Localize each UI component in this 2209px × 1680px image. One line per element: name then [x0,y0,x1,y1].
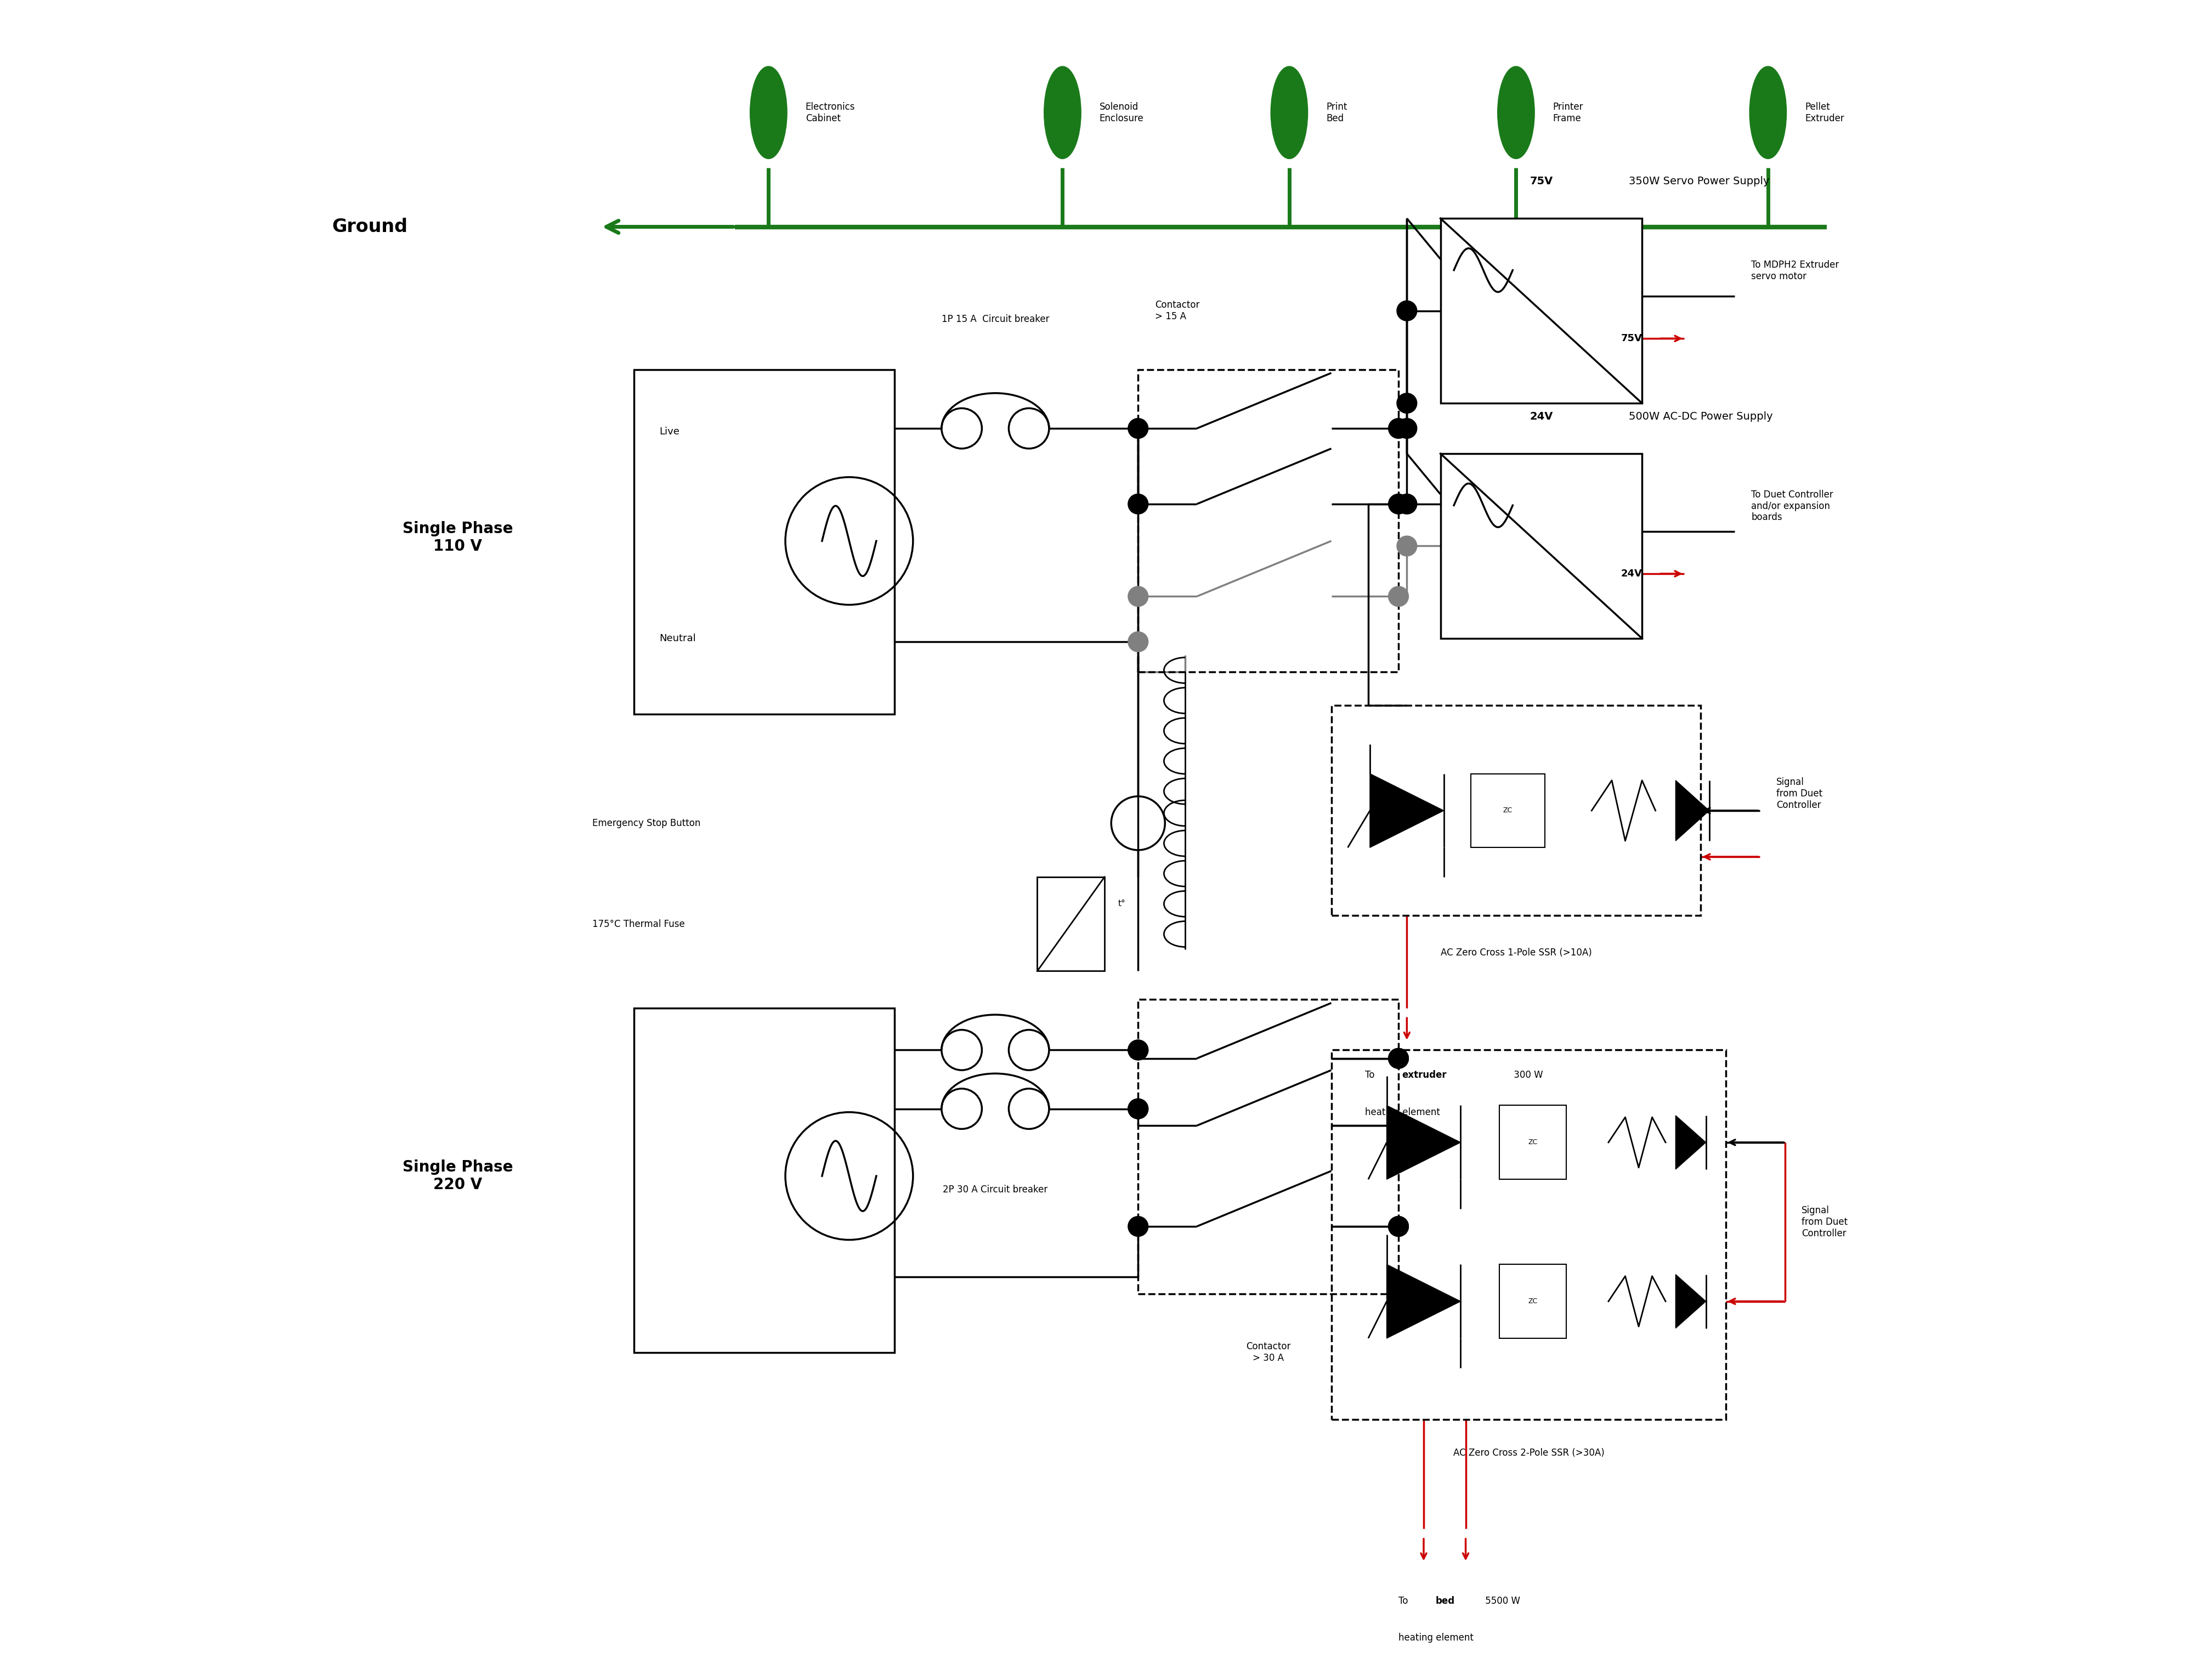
Circle shape [1389,586,1409,606]
Bar [1440,454,1641,638]
Bar [1440,218,1641,403]
Text: 75V: 75V [1529,176,1553,186]
Text: Electronics
Cabinet: Electronics Cabinet [806,102,855,123]
Text: Pellet
Extruder: Pellet Extruder [1805,102,1845,123]
Polygon shape [1370,773,1445,847]
Text: extruder: extruder [1403,1070,1447,1080]
Ellipse shape [1270,66,1308,160]
Text: ZC: ZC [1502,806,1513,815]
Text: 350W Servo Power Supply: 350W Servo Power Supply [1628,176,1769,186]
Text: To: To [1398,1596,1412,1606]
Text: heating element: heating element [1365,1107,1440,1117]
Text: Ground: Ground [331,218,406,235]
Text: Printer
Frame: Printer Frame [1553,102,1584,123]
Text: 300 W: 300 W [1511,1070,1544,1080]
Circle shape [1389,494,1409,514]
Text: AC Zero Cross 1-Pole SSR (>10A): AC Zero Cross 1-Pole SSR (>10A) [1440,948,1593,958]
Circle shape [1389,1116,1409,1136]
Bar [1138,1000,1398,1294]
Text: 1P 15 A  Circuit breaker: 1P 15 A Circuit breaker [941,314,1049,324]
Text: 75V: 75V [1621,334,1641,343]
Ellipse shape [751,66,786,160]
Circle shape [1129,1216,1149,1236]
Text: 175°C Thermal Fuse: 175°C Thermal Fuse [592,919,685,929]
Circle shape [1389,1116,1409,1136]
Circle shape [1396,393,1416,413]
Text: ZC: ZC [1529,1297,1537,1305]
Circle shape [1129,1099,1149,1119]
Circle shape [1389,1216,1409,1236]
Circle shape [1389,1048,1409,1068]
Text: To: To [1365,1070,1378,1080]
Circle shape [1129,586,1149,606]
Ellipse shape [1750,66,1787,160]
Text: Single Phase
220 V: Single Phase 220 V [402,1159,512,1193]
Text: t°: t° [1118,900,1124,907]
Text: 2P 30 A Circuit breaker: 2P 30 A Circuit breaker [943,1184,1047,1194]
Polygon shape [1387,1105,1460,1179]
Text: Single Phase
110 V: Single Phase 110 V [402,521,512,554]
Polygon shape [1677,780,1710,840]
Bar [1471,773,1544,847]
Text: Live: Live [658,427,680,437]
Circle shape [1129,494,1149,514]
Text: Print
Bed: Print Bed [1325,102,1347,123]
Text: ZC: ZC [1529,1139,1537,1146]
Text: To MDPH2 Extruder
servo motor: To MDPH2 Extruder servo motor [1752,260,1840,282]
Ellipse shape [1045,66,1080,160]
Circle shape [1396,418,1416,438]
Circle shape [1129,1099,1149,1119]
Bar [1332,1050,1725,1420]
Text: Contactor
> 30 A: Contactor > 30 A [1246,1342,1290,1362]
Text: To Duet Controller
and/or expansion
boards: To Duet Controller and/or expansion boar… [1752,489,1833,522]
Ellipse shape [1498,66,1535,160]
Text: Signal
from Duet
Controller: Signal from Duet Controller [1803,1206,1847,1238]
Circle shape [1396,536,1416,556]
Circle shape [1129,418,1149,438]
Bar [634,370,895,714]
Circle shape [1396,301,1416,321]
Text: Signal
from Duet
Controller: Signal from Duet Controller [1776,778,1822,810]
Bar [634,1008,895,1352]
Text: 500W AC-DC Power Supply: 500W AC-DC Power Supply [1628,412,1772,422]
Text: 24V: 24V [1621,570,1641,578]
Polygon shape [1677,1275,1705,1329]
Bar [1500,1105,1566,1179]
Bar [1500,1265,1566,1339]
Text: Contactor
> 15 A: Contactor > 15 A [1155,301,1199,321]
Circle shape [1129,1040,1149,1060]
Circle shape [1396,494,1416,514]
Text: AC Zero Cross 2-Pole SSR (>30A): AC Zero Cross 2-Pole SSR (>30A) [1454,1448,1604,1458]
Bar [1332,706,1701,916]
Text: bed: bed [1436,1596,1456,1606]
Circle shape [1129,632,1149,652]
Text: 24V: 24V [1529,412,1553,422]
Circle shape [1129,1040,1149,1060]
Circle shape [1389,418,1409,438]
Bar [1138,370,1398,672]
Polygon shape [1387,1265,1460,1339]
Circle shape [1389,1216,1409,1236]
Text: Neutral: Neutral [658,633,696,643]
Text: 5500 W: 5500 W [1482,1596,1520,1606]
Text: heating element: heating element [1398,1633,1473,1643]
Text: Solenoid
Enclosure: Solenoid Enclosure [1100,102,1144,123]
Circle shape [1389,1048,1409,1068]
Polygon shape [1677,1116,1705,1169]
Bar [1038,877,1104,971]
Text: Emergency Stop Button: Emergency Stop Button [592,818,700,828]
